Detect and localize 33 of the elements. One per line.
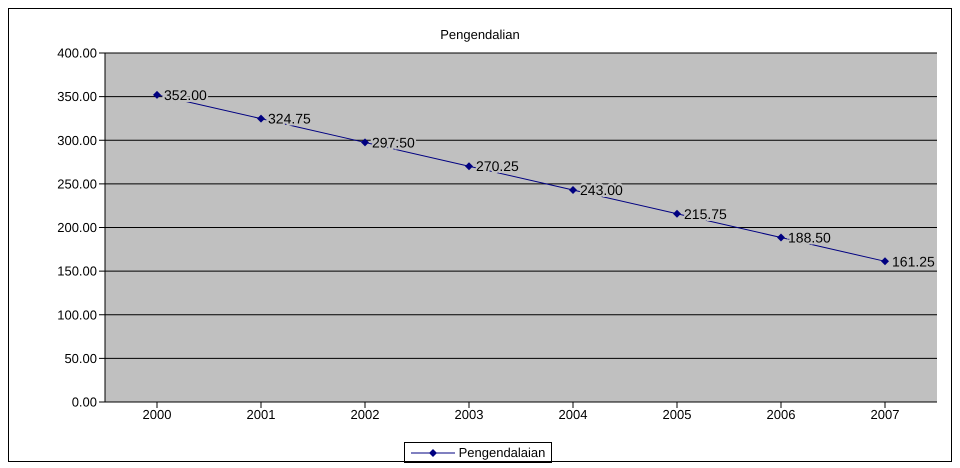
y-tick-label: 150.00: [57, 264, 97, 279]
y-tick-label: 0.00: [72, 394, 97, 410]
point: [881, 257, 889, 266]
x-tick-label: 2007: [870, 407, 900, 422]
point: [465, 162, 473, 170]
y-tick-label: 250.00: [57, 176, 97, 192]
y-tick-label: 300.00: [57, 132, 97, 148]
y-tick-label: 350.00: [57, 89, 97, 104]
x-tick-label: 2005: [662, 407, 692, 422]
y-tick-label: 400.00: [57, 46, 97, 61]
point: [673, 210, 681, 218]
x-tick-label: 2000: [142, 407, 172, 422]
point: [569, 186, 577, 194]
x-tick-label: 2001: [246, 407, 276, 422]
data-label: 270.25: [476, 158, 520, 174]
y-tick-label: 200.00: [57, 220, 97, 236]
point: [361, 138, 369, 146]
x-tick-label: 2003: [454, 407, 484, 422]
point: [153, 90, 161, 99]
y-tick-label: 50.00: [64, 350, 97, 366]
x-tick-label: 2004: [558, 407, 588, 422]
point: [257, 114, 265, 123]
chart-title: Pengendalian: [439, 26, 521, 43]
data-label: 324.75: [268, 110, 312, 127]
point: [777, 234, 785, 242]
x-tick-label: 2006: [766, 407, 796, 422]
data-label: 188.50: [788, 230, 832, 246]
data-label: 161.25: [892, 253, 936, 270]
legend-label: Pengendalaian: [458, 445, 546, 460]
x-tick-label: 2002: [350, 407, 380, 422]
data-label: 243.00: [580, 182, 624, 198]
y-tick-label: 100.00: [57, 307, 97, 322]
data-label: 215.75: [684, 206, 728, 222]
